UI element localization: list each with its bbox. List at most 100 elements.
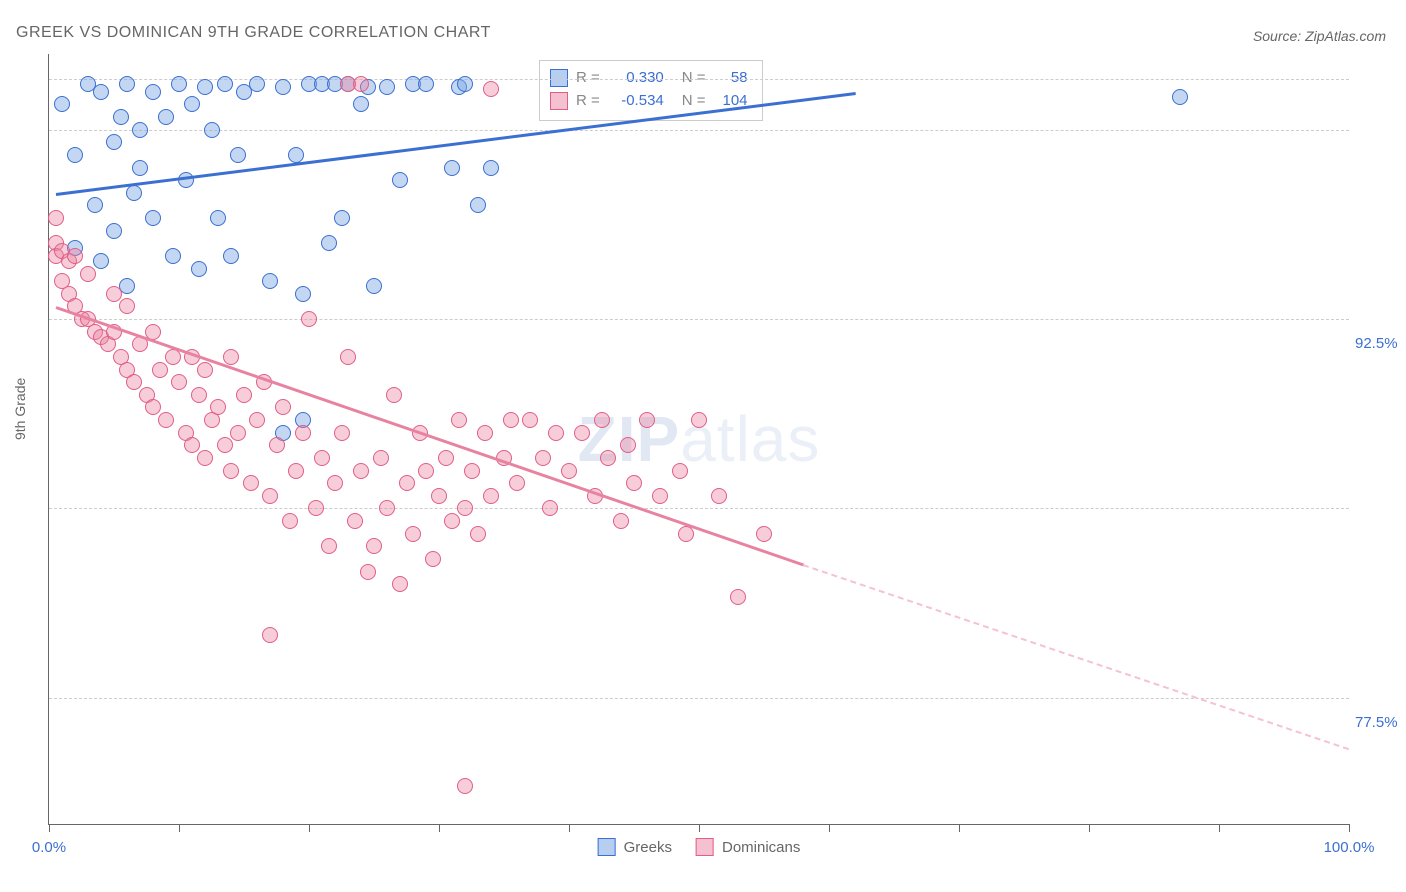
scatter-point-greeks <box>483 160 499 176</box>
scatter-point-dominicans <box>321 538 337 554</box>
scatter-point-greeks <box>288 147 304 163</box>
scatter-point-greeks <box>171 76 187 92</box>
chart-container: GREEK VS DOMINICAN 9TH GRADE CORRELATION… <box>0 0 1406 892</box>
scatter-point-dominicans <box>386 387 402 403</box>
scatter-point-dominicans <box>48 210 64 226</box>
scatter-point-dominicans <box>347 513 363 529</box>
scatter-point-dominicans <box>470 526 486 542</box>
scatter-point-dominicans <box>145 399 161 415</box>
x-tick <box>309 824 310 832</box>
scatter-point-dominicans <box>282 513 298 529</box>
scatter-point-greeks <box>444 160 460 176</box>
scatter-point-dominicans <box>438 450 454 466</box>
scatter-point-dominicans <box>600 450 616 466</box>
scatter-point-greeks <box>275 79 291 95</box>
scatter-point-dominicans <box>152 362 168 378</box>
scatter-point-greeks <box>54 96 70 112</box>
scatter-point-greeks <box>113 109 129 125</box>
scatter-point-dominicans <box>217 437 233 453</box>
scatter-point-dominicans <box>594 412 610 428</box>
scatter-point-greeks <box>295 286 311 302</box>
scatter-point-dominicans <box>171 374 187 390</box>
scatter-point-dominicans <box>327 475 343 491</box>
scatter-point-dominicans <box>288 463 304 479</box>
scatter-point-dominicans <box>126 374 142 390</box>
scatter-point-dominicans <box>243 475 259 491</box>
scatter-point-greeks <box>353 96 369 112</box>
scatter-point-greeks <box>366 278 382 294</box>
x-tick <box>49 824 50 832</box>
scatter-point-dominicans <box>756 526 772 542</box>
legend-n-label: N = <box>682 90 706 113</box>
scatter-point-dominicans <box>249 412 265 428</box>
scatter-point-greeks <box>106 223 122 239</box>
scatter-point-dominicans <box>574 425 590 441</box>
scatter-point-dominicans <box>353 463 369 479</box>
scatter-point-greeks <box>184 96 200 112</box>
scatter-point-dominicans <box>672 463 688 479</box>
scatter-point-dominicans <box>301 311 317 327</box>
scatter-point-dominicans <box>652 488 668 504</box>
chart-title: GREEK VS DOMINICAN 9TH GRADE CORRELATION… <box>16 24 491 42</box>
scatter-point-dominicans <box>230 425 246 441</box>
scatter-point-dominicans <box>106 286 122 302</box>
legend-label: Greeks <box>624 839 672 856</box>
scatter-point-dominicans <box>295 425 311 441</box>
legend-swatch <box>598 838 616 856</box>
gridline <box>49 319 1349 320</box>
scatter-point-dominicans <box>340 349 356 365</box>
scatter-point-dominicans <box>691 412 707 428</box>
scatter-point-dominicans <box>197 450 213 466</box>
scatter-point-dominicans <box>425 551 441 567</box>
scatter-point-dominicans <box>477 425 493 441</box>
scatter-point-dominicans <box>184 437 200 453</box>
scatter-point-dominicans <box>483 488 499 504</box>
legend-label: Dominicans <box>722 839 800 856</box>
y-tick-label: 92.5% <box>1355 335 1406 352</box>
scatter-point-dominicans <box>392 576 408 592</box>
scatter-point-greeks <box>87 197 103 213</box>
scatter-point-greeks <box>1172 89 1188 105</box>
scatter-point-dominicans <box>269 437 285 453</box>
scatter-point-greeks <box>334 210 350 226</box>
scatter-point-dominicans <box>191 387 207 403</box>
scatter-point-dominicans <box>535 450 551 466</box>
scatter-point-dominicans <box>613 513 629 529</box>
scatter-point-dominicans <box>275 399 291 415</box>
scatter-point-dominicans <box>457 500 473 516</box>
scatter-point-dominicans <box>444 513 460 529</box>
scatter-point-dominicans <box>80 266 96 282</box>
plot-area: ZIPatlas R =0.330N =58R =-0.534N =104 Gr… <box>48 54 1349 825</box>
scatter-point-dominicans <box>626 475 642 491</box>
scatter-point-greeks <box>119 76 135 92</box>
trend-line <box>55 307 803 567</box>
x-tick <box>959 824 960 832</box>
scatter-point-dominicans <box>431 488 447 504</box>
scatter-point-dominicans <box>503 412 519 428</box>
gridline <box>49 698 1349 699</box>
scatter-point-greeks <box>106 134 122 150</box>
x-tick <box>1219 824 1220 832</box>
scatter-point-dominicans <box>262 627 278 643</box>
scatter-point-dominicans <box>119 298 135 314</box>
x-tick <box>699 824 700 832</box>
scatter-point-dominicans <box>561 463 577 479</box>
x-tick <box>569 824 570 832</box>
scatter-point-dominicans <box>620 437 636 453</box>
scatter-point-dominicans <box>542 500 558 516</box>
scatter-point-greeks <box>93 84 109 100</box>
scatter-point-dominicans <box>262 488 278 504</box>
scatter-point-dominicans <box>483 81 499 97</box>
scatter-point-greeks <box>126 185 142 201</box>
source-attribution: Source: ZipAtlas.com <box>1253 28 1386 44</box>
trend-line <box>55 92 855 196</box>
scatter-point-dominicans <box>405 526 421 542</box>
scatter-point-greeks <box>470 197 486 213</box>
scatter-point-greeks <box>158 109 174 125</box>
x-tick <box>439 824 440 832</box>
series-legend: Greeks Dominicans <box>598 838 801 856</box>
scatter-point-greeks <box>230 147 246 163</box>
scatter-point-dominicans <box>210 399 226 415</box>
x-tick-label: 100.0% <box>1324 839 1375 856</box>
scatter-point-dominicans <box>223 349 239 365</box>
